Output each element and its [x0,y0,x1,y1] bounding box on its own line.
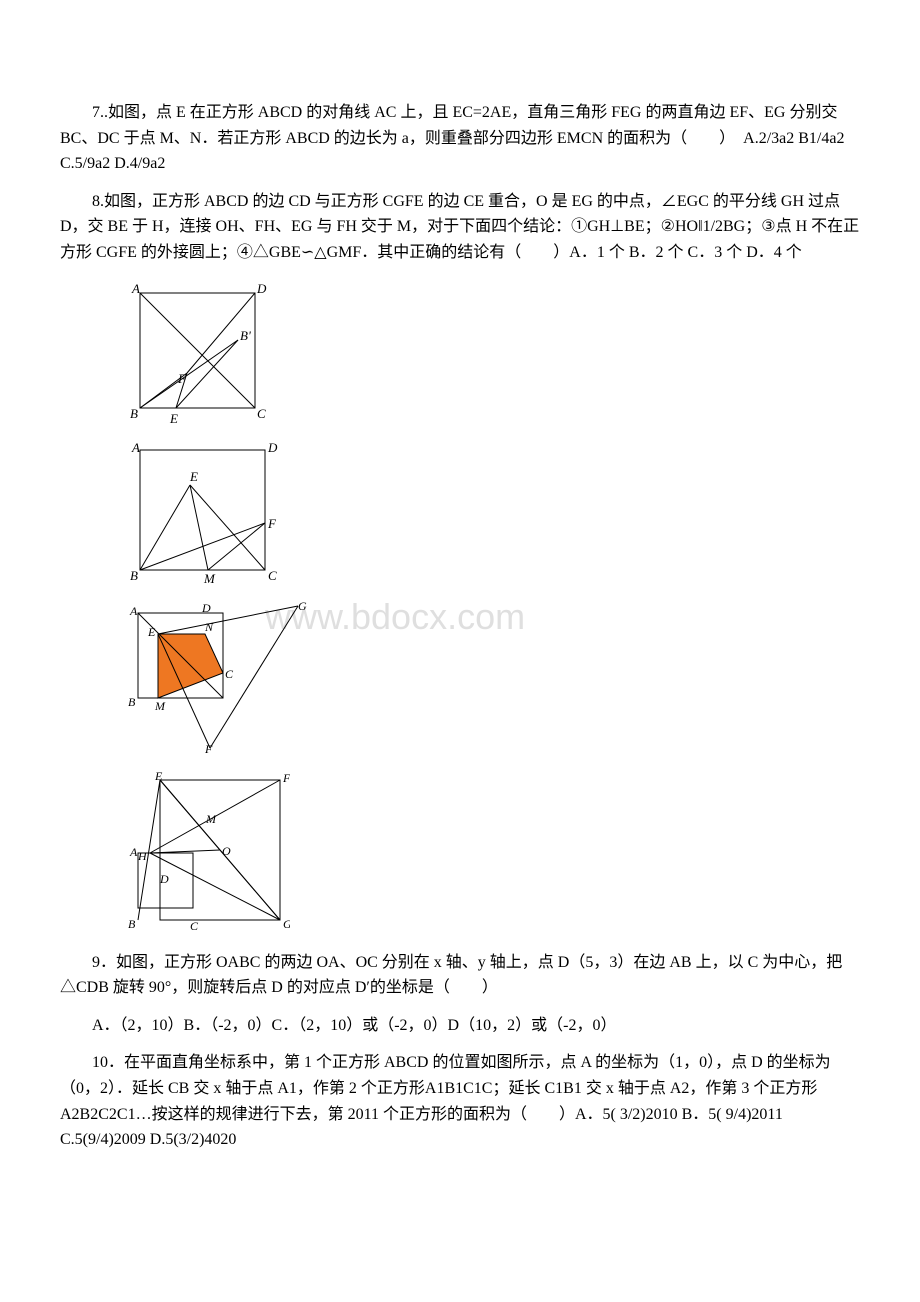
diagram-4: E F A H B C G D O M [120,768,860,938]
label-F: F [282,771,290,785]
label-A: A [131,440,140,455]
diagrams-container: A D B C E F B' A D B C E F M www.bdocx.c… [120,278,860,938]
label-C: C [225,667,234,681]
label-D: D [267,440,278,455]
label-B: B [130,568,138,583]
label-C: C [257,406,266,421]
label-O: O [222,844,231,858]
label-C: C [268,568,277,583]
label-M: M [205,812,217,826]
label-C: C [190,919,199,933]
label-Bp: B' [240,328,251,343]
question-10: 10．在平面直角坐标系中，第 1 个正方形 ABCD 的位置如图所示，点 A 的… [60,1050,860,1152]
label-E: E [147,625,156,639]
diagram-2: A D B C E F M [120,438,860,588]
label-F: F [177,371,187,386]
label-B: B [128,917,136,931]
question-8: 8.如图，正方形 ABCD 的边 CD 与正方形 CGFE 的边 CE 重合，O… [60,189,860,266]
label-E: E [189,469,198,484]
label-D: D [256,281,267,296]
label-A: A [129,845,138,859]
label-A: A [129,604,138,618]
diagram-1: A D B C E F B' [120,278,860,428]
question-9-options: A．（2，10）B．（-2，0）C．（2，10）或（-2，0）D（10，2）或（… [60,1013,860,1039]
question-9: 9．如图，正方形 OABC 的两边 OA、OC 分别在 x 轴、y 轴上，点 D… [60,950,860,1001]
label-F: F [204,742,213,756]
label-E: E [154,769,163,783]
label-D: D [159,872,169,886]
label-B: B [130,406,138,421]
label-E: E [169,411,178,426]
label-B: B [128,695,136,709]
label-F: F [267,516,277,531]
diagram-3: www.bdocx.com A D B C E F G N M [120,598,860,758]
label-M: M [154,699,166,713]
label-D: D [201,601,211,615]
label-H: H [137,849,148,863]
label-M: M [203,571,216,586]
label-N: N [204,620,214,634]
label-G: G [298,599,307,613]
label-A: A [131,281,140,296]
question-7: 7..如图，点 E 在正方形 ABCD 的对角线 AC 上，且 EC=2AE，直… [60,100,860,177]
label-G: G [283,917,290,931]
